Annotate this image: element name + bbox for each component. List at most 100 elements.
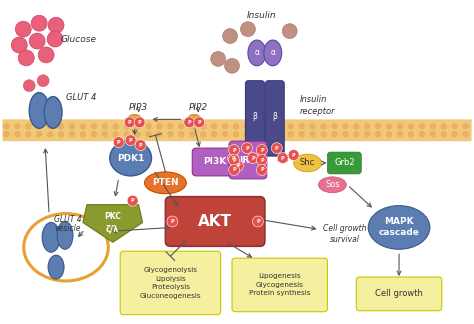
Circle shape xyxy=(265,131,272,137)
Text: P: P xyxy=(232,168,236,172)
Text: Cell growth: Cell growth xyxy=(375,289,423,298)
FancyBboxPatch shape xyxy=(328,152,361,174)
Text: Shc: Shc xyxy=(300,158,315,168)
Text: P: P xyxy=(251,156,255,160)
Circle shape xyxy=(408,131,414,137)
Text: Glycogenolysis
Lipolysis
Proteolysis
Gluconeogenesis: Glycogenolysis Lipolysis Proteolysis Glu… xyxy=(139,267,201,299)
Circle shape xyxy=(228,165,239,175)
Circle shape xyxy=(310,123,316,130)
Circle shape xyxy=(112,123,119,130)
Circle shape xyxy=(123,123,130,130)
Circle shape xyxy=(135,140,146,151)
Text: α: α xyxy=(270,49,275,57)
Text: MAPK
cascade: MAPK cascade xyxy=(379,217,419,237)
Text: GLUT 4: GLUT 4 xyxy=(66,93,96,102)
Ellipse shape xyxy=(187,114,201,124)
Text: P: P xyxy=(260,148,264,153)
Circle shape xyxy=(233,123,239,130)
Circle shape xyxy=(408,123,414,130)
Circle shape xyxy=(91,131,97,137)
Circle shape xyxy=(277,153,288,164)
Text: Insulin: Insulin xyxy=(247,11,277,20)
Text: β: β xyxy=(253,112,257,121)
Circle shape xyxy=(247,153,258,164)
Circle shape xyxy=(375,123,382,130)
Circle shape xyxy=(299,131,305,137)
Text: P: P xyxy=(232,148,236,153)
Circle shape xyxy=(3,123,9,130)
Circle shape xyxy=(386,131,392,137)
Text: PIP3: PIP3 xyxy=(129,103,148,112)
Circle shape xyxy=(228,155,239,166)
Circle shape xyxy=(135,123,141,130)
FancyBboxPatch shape xyxy=(229,141,267,179)
Text: P: P xyxy=(139,143,142,148)
Circle shape xyxy=(331,123,337,130)
Circle shape xyxy=(127,195,138,206)
Circle shape xyxy=(38,47,54,63)
Circle shape xyxy=(299,123,305,130)
Ellipse shape xyxy=(248,40,266,66)
Circle shape xyxy=(342,123,348,130)
FancyBboxPatch shape xyxy=(232,258,328,312)
Circle shape xyxy=(112,131,119,137)
FancyBboxPatch shape xyxy=(192,148,238,176)
Text: P: P xyxy=(138,120,141,125)
Text: GLUT 4: GLUT 4 xyxy=(54,215,82,224)
Circle shape xyxy=(113,137,124,148)
Text: vesicle: vesicle xyxy=(55,224,81,233)
Circle shape xyxy=(441,131,447,137)
Circle shape xyxy=(342,131,348,137)
Ellipse shape xyxy=(145,172,186,194)
Circle shape xyxy=(244,131,250,137)
Text: P: P xyxy=(260,157,264,163)
Circle shape xyxy=(276,131,283,137)
Circle shape xyxy=(320,131,327,137)
Circle shape xyxy=(18,50,34,66)
Circle shape xyxy=(241,143,253,154)
Circle shape xyxy=(253,216,264,227)
Circle shape xyxy=(69,123,75,130)
Text: P: P xyxy=(197,120,201,125)
Text: P: P xyxy=(275,145,279,151)
Circle shape xyxy=(36,123,42,130)
Circle shape xyxy=(134,117,145,128)
Text: P: P xyxy=(256,219,260,224)
Text: Grb2: Grb2 xyxy=(334,158,355,168)
Text: PKC: PKC xyxy=(104,212,121,221)
Circle shape xyxy=(244,123,250,130)
FancyBboxPatch shape xyxy=(120,251,220,315)
Circle shape xyxy=(211,123,217,130)
Circle shape xyxy=(123,131,130,137)
Text: IRS: IRS xyxy=(239,156,256,165)
Ellipse shape xyxy=(110,140,152,176)
Circle shape xyxy=(288,123,294,130)
Ellipse shape xyxy=(128,114,142,124)
Ellipse shape xyxy=(44,97,62,128)
FancyBboxPatch shape xyxy=(356,277,442,311)
Text: P: P xyxy=(231,156,235,160)
Circle shape xyxy=(31,15,47,31)
Circle shape xyxy=(452,123,458,130)
Circle shape xyxy=(47,123,53,130)
Circle shape xyxy=(228,153,238,164)
Circle shape xyxy=(14,123,20,130)
Ellipse shape xyxy=(264,40,282,66)
Circle shape xyxy=(228,145,239,156)
Circle shape xyxy=(256,145,267,156)
Text: P: P xyxy=(131,198,135,203)
Circle shape xyxy=(184,117,195,128)
Text: P: P xyxy=(245,145,249,151)
Text: P: P xyxy=(171,219,174,224)
Circle shape xyxy=(441,123,447,130)
Text: PIP2: PIP2 xyxy=(189,103,208,112)
Circle shape xyxy=(256,155,267,166)
Circle shape xyxy=(200,131,206,137)
Circle shape xyxy=(288,131,294,137)
Circle shape xyxy=(200,123,206,130)
Text: P: P xyxy=(281,156,284,160)
Circle shape xyxy=(178,123,184,130)
Circle shape xyxy=(375,131,382,137)
Circle shape xyxy=(210,52,226,66)
Text: P: P xyxy=(188,120,191,125)
